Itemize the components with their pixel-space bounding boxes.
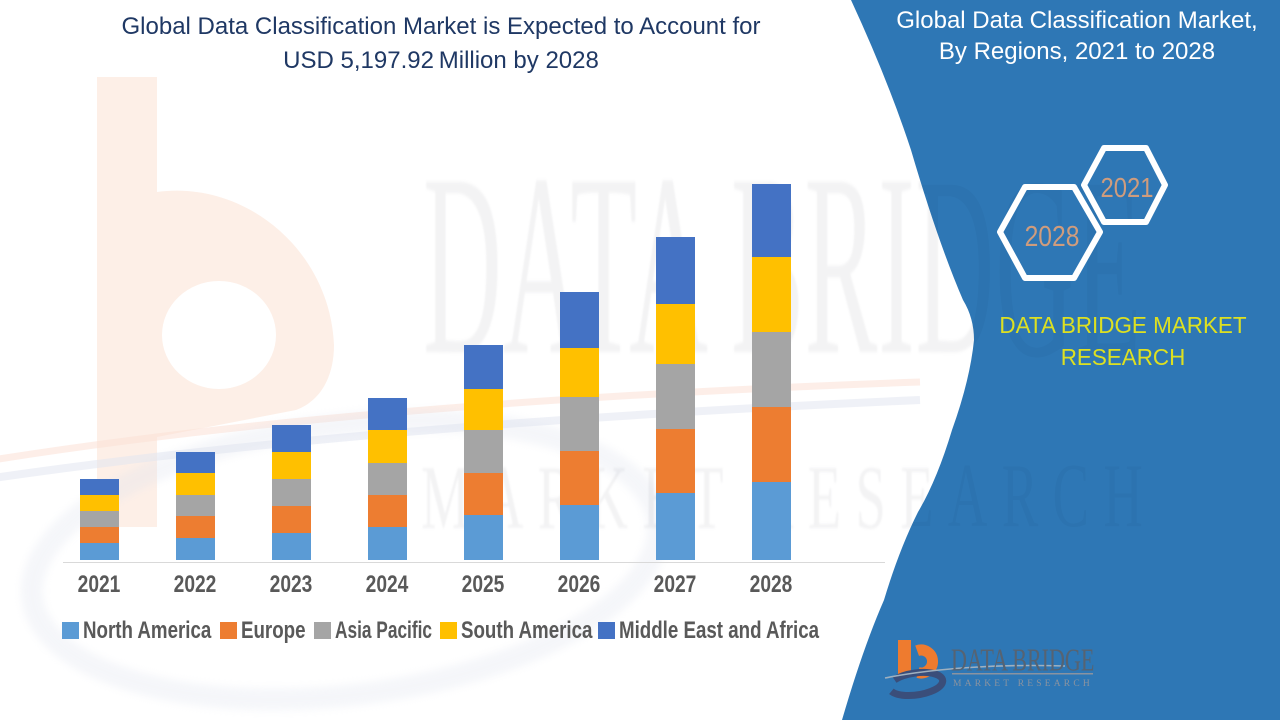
svg-text:MARKET RESEARCH: MARKET RESEARCH — [421, 446, 1157, 547]
svg-text:MARKET RESEARCH: MARKET RESEARCH — [953, 679, 1093, 689]
svg-text:DATA BRIDGE: DATA BRIDGE — [951, 643, 1094, 678]
